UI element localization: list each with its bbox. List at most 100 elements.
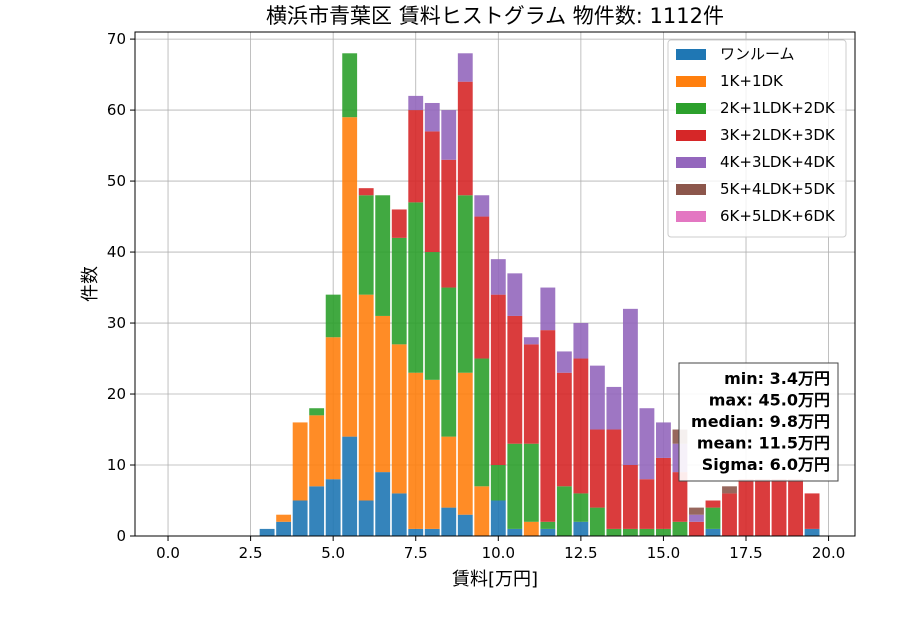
stats-box: min: 3.4万円 max: 45.0万円 median: 9.8万円 mean: … (678, 362, 839, 482)
x-axis-ticks: 0.0 2.5 5.0 7.5 10.0 12.5 15.0 17.5 20.0 (156, 536, 845, 562)
legend-swatch (676, 49, 706, 60)
bar-segment (309, 486, 325, 536)
bar-segment (457, 514, 473, 536)
legend-label: 1K+1DK (720, 72, 784, 90)
bar-segment (474, 486, 490, 536)
bar-segment (391, 209, 407, 238)
bar-segment (391, 237, 407, 345)
bar-segment (573, 358, 589, 494)
legend: ワンルーム 1K+1DK 2K+1LDK+2DK 3K+2LDK+3DK 4K+3LDK… (667, 39, 847, 238)
bar-segment (573, 493, 589, 522)
bar-segment (722, 493, 737, 536)
bar-segment (507, 273, 523, 316)
bar-segment (358, 500, 374, 536)
bar-segment (606, 528, 622, 536)
bar-segment (408, 528, 424, 536)
bar-segment (804, 493, 820, 529)
legend-swatch (676, 103, 706, 114)
legend-label: 2K+1LDK+2DK (720, 99, 836, 117)
bar-segment (589, 429, 605, 508)
x-tick-label: 12.5 (564, 544, 597, 562)
y-tick-label: 20 (107, 385, 126, 403)
bar-segment (309, 415, 325, 487)
bar-segment (622, 308, 638, 466)
bar-segment (606, 429, 622, 529)
bar-segment (490, 465, 506, 501)
bar-segment (540, 521, 556, 529)
bar-segment (408, 202, 424, 373)
legend-swatch (676, 76, 706, 87)
bar-segment (457, 53, 473, 82)
x-tick-label: 20.0 (812, 544, 845, 562)
bar-segment (705, 507, 721, 529)
x-tick-label: 15.0 (647, 544, 680, 562)
bar-segment (490, 259, 506, 295)
legend-label: ワンルーム (720, 45, 795, 63)
bar-segment (622, 465, 638, 529)
bar-segment (490, 500, 506, 536)
bar-segment (705, 528, 721, 536)
bar-segment (540, 330, 556, 522)
bar-segment (408, 95, 424, 111)
bar-segment (358, 195, 374, 295)
x-tick-label: 2.5 (239, 544, 263, 562)
bar-segment (342, 436, 358, 536)
y-tick-label: 40 (107, 243, 126, 261)
stats-line: Sigma: 6.0万円 (702, 455, 830, 474)
bar-segment (639, 479, 655, 529)
legend-label: 6K+5LDK+6DK (720, 207, 836, 225)
bar-segment (672, 472, 688, 522)
bar-segment (474, 358, 490, 487)
bar-segment (474, 216, 490, 359)
bar-segment (424, 528, 440, 536)
bar-segment (556, 351, 572, 373)
stats-line: max: 45.0万円 (709, 391, 830, 410)
y-axis-label: 件数 (80, 266, 101, 302)
bar-segment (391, 344, 407, 494)
y-tick-label: 70 (107, 30, 126, 48)
bar-segment (375, 472, 391, 536)
bar-segment (689, 521, 704, 536)
stats-frame (678, 362, 839, 482)
y-axis-ticks: 0 10 20 30 40 50 60 70 (107, 30, 135, 545)
legend-swatch (676, 184, 706, 195)
bar-segment (556, 486, 572, 536)
bar-segment (490, 294, 506, 466)
bar-segment (672, 521, 688, 536)
bar-segment (325, 337, 341, 480)
bar-segment (722, 486, 737, 494)
bar-segment (589, 365, 605, 430)
bar-segment (325, 294, 341, 338)
x-tick-label: 7.5 (404, 544, 428, 562)
bar-segment (705, 500, 721, 508)
bar-segment (441, 436, 457, 508)
bar-segment (622, 528, 638, 536)
legend-box (667, 39, 847, 238)
bar-segment (639, 408, 655, 480)
bar-segment (424, 252, 440, 380)
bar-segment (523, 337, 539, 345)
bar-segment (540, 528, 556, 536)
chart-title: 横浜市青葉区 賃料ヒストグラム 物件数: 1112件 (266, 4, 724, 28)
bar-segment (507, 315, 523, 444)
bar-segment (375, 195, 391, 316)
bar-segment (656, 528, 671, 536)
bar-segment (342, 117, 358, 437)
bar-segment (639, 528, 655, 536)
y-tick-label: 0 (116, 527, 126, 545)
bar-segment (391, 493, 407, 536)
bar-segment (523, 344, 539, 444)
bar-segment (342, 53, 358, 118)
bar-segment (656, 422, 671, 458)
bar-segment (656, 457, 671, 529)
bar-segment (276, 521, 292, 536)
bar-segment (457, 81, 473, 196)
legend-label: 4K+3LDK+4DK (720, 153, 836, 171)
stats-line: median: 9.8万円 (691, 412, 830, 431)
bar-segment (325, 479, 341, 536)
plot-frame (134, 31, 856, 537)
bar-segment (358, 188, 374, 196)
legend-label: 3K+2LDK+3DK (720, 126, 836, 144)
bar-segment (474, 195, 490, 217)
